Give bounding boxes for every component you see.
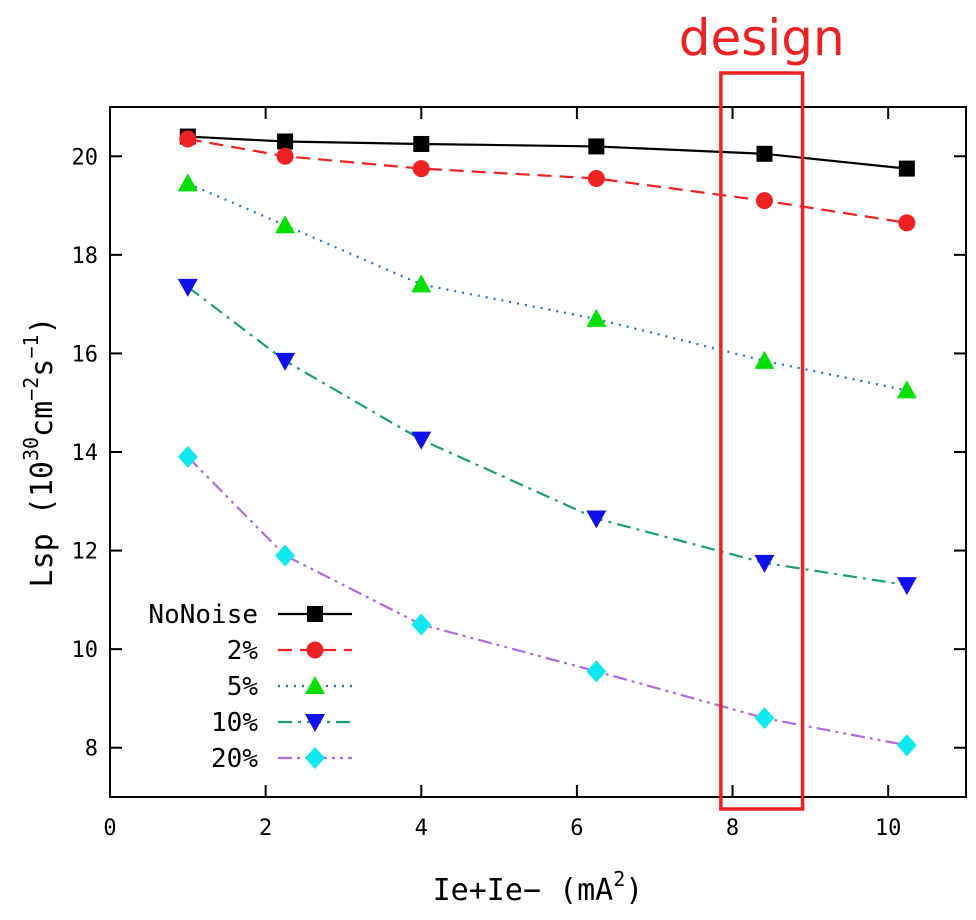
data-point-nonoise	[413, 135, 430, 152]
y-tick-label: 14	[72, 441, 99, 466]
data-point-10pct	[411, 431, 432, 450]
data-point-20pct	[896, 734, 917, 757]
x-tick-label: 0	[103, 816, 116, 841]
y-tick-label: 18	[72, 244, 99, 269]
data-point-5pct	[411, 274, 432, 293]
data-point-10pct	[275, 352, 296, 371]
legend-marker-2pct	[306, 641, 324, 659]
data-point-10pct	[896, 577, 917, 596]
legend-marker-nonoise	[307, 606, 323, 622]
data-point-2pct	[587, 169, 605, 187]
data-point-10pct	[754, 554, 775, 573]
legend-label-2pct: 2%	[227, 636, 259, 666]
series-2pct	[179, 130, 916, 232]
design-annotation: design	[679, 9, 845, 811]
data-point-20pct	[411, 613, 432, 636]
data-point-2pct	[276, 147, 294, 165]
data-point-20pct	[754, 707, 775, 730]
series-5pct	[177, 173, 917, 399]
data-point-10pct	[586, 510, 607, 529]
legend: NoNoise 2% 5% 10% 20%	[148, 600, 352, 774]
x-axis-label: Ie+Ie− (mA2)	[433, 867, 644, 908]
design-box	[719, 71, 805, 811]
legend-label-5pct: 5%	[227, 672, 259, 702]
legend-marker-10pct	[305, 714, 325, 732]
data-point-2pct	[755, 192, 773, 210]
legend-label-20pct: 20%	[211, 744, 258, 774]
data-point-2pct	[412, 160, 430, 178]
data-point-20pct	[275, 544, 296, 567]
series-20pct	[177, 445, 917, 757]
axis-ticks: 0 2 4 6 8 10 8 10 12 14 16 18 20	[72, 107, 966, 841]
x-tick-label: 2	[259, 816, 272, 841]
series-layer	[177, 128, 917, 757]
x-tick-label: 4	[415, 816, 428, 841]
legend-label-nonoise: NoNoise	[148, 600, 258, 630]
data-point-10pct	[177, 278, 198, 297]
y-tick-label: 12	[72, 540, 99, 565]
data-point-20pct	[586, 660, 607, 683]
y-tick-label: 10	[72, 638, 99, 663]
data-point-nonoise	[277, 133, 294, 150]
data-point-5pct	[586, 308, 607, 327]
series-line-2pct	[187, 137, 908, 224]
series-line-5pct	[187, 182, 908, 392]
y-axis-label: Lsp (1030cm−2s−1)	[19, 317, 60, 588]
data-point-nonoise	[588, 138, 605, 155]
series-10pct	[177, 278, 917, 596]
legend-marker-20pct	[305, 747, 325, 769]
series-line-nonoise	[187, 135, 907, 170]
x-tick-label: 10	[875, 816, 902, 841]
data-point-5pct	[275, 215, 296, 234]
y-tick-label: 8	[85, 737, 98, 762]
data-point-nonoise	[756, 145, 773, 162]
data-point-5pct	[177, 173, 198, 192]
legend-label-10pct: 10%	[211, 708, 258, 738]
legend-marker-5pct	[305, 676, 325, 694]
x-tick-label: 6	[570, 816, 583, 841]
data-point-20pct	[177, 445, 198, 468]
y-tick-label: 16	[72, 342, 99, 367]
x-tick-label: 8	[726, 816, 739, 841]
data-point-5pct	[754, 350, 775, 369]
data-point-nonoise	[898, 160, 915, 177]
y-tick-label: 20	[72, 145, 99, 170]
data-point-5pct	[896, 380, 917, 399]
data-point-2pct	[179, 130, 197, 148]
series-line-10pct	[187, 286, 908, 587]
data-point-2pct	[898, 214, 916, 232]
series-line-20pct	[187, 456, 908, 747]
design-label: design	[679, 9, 845, 67]
